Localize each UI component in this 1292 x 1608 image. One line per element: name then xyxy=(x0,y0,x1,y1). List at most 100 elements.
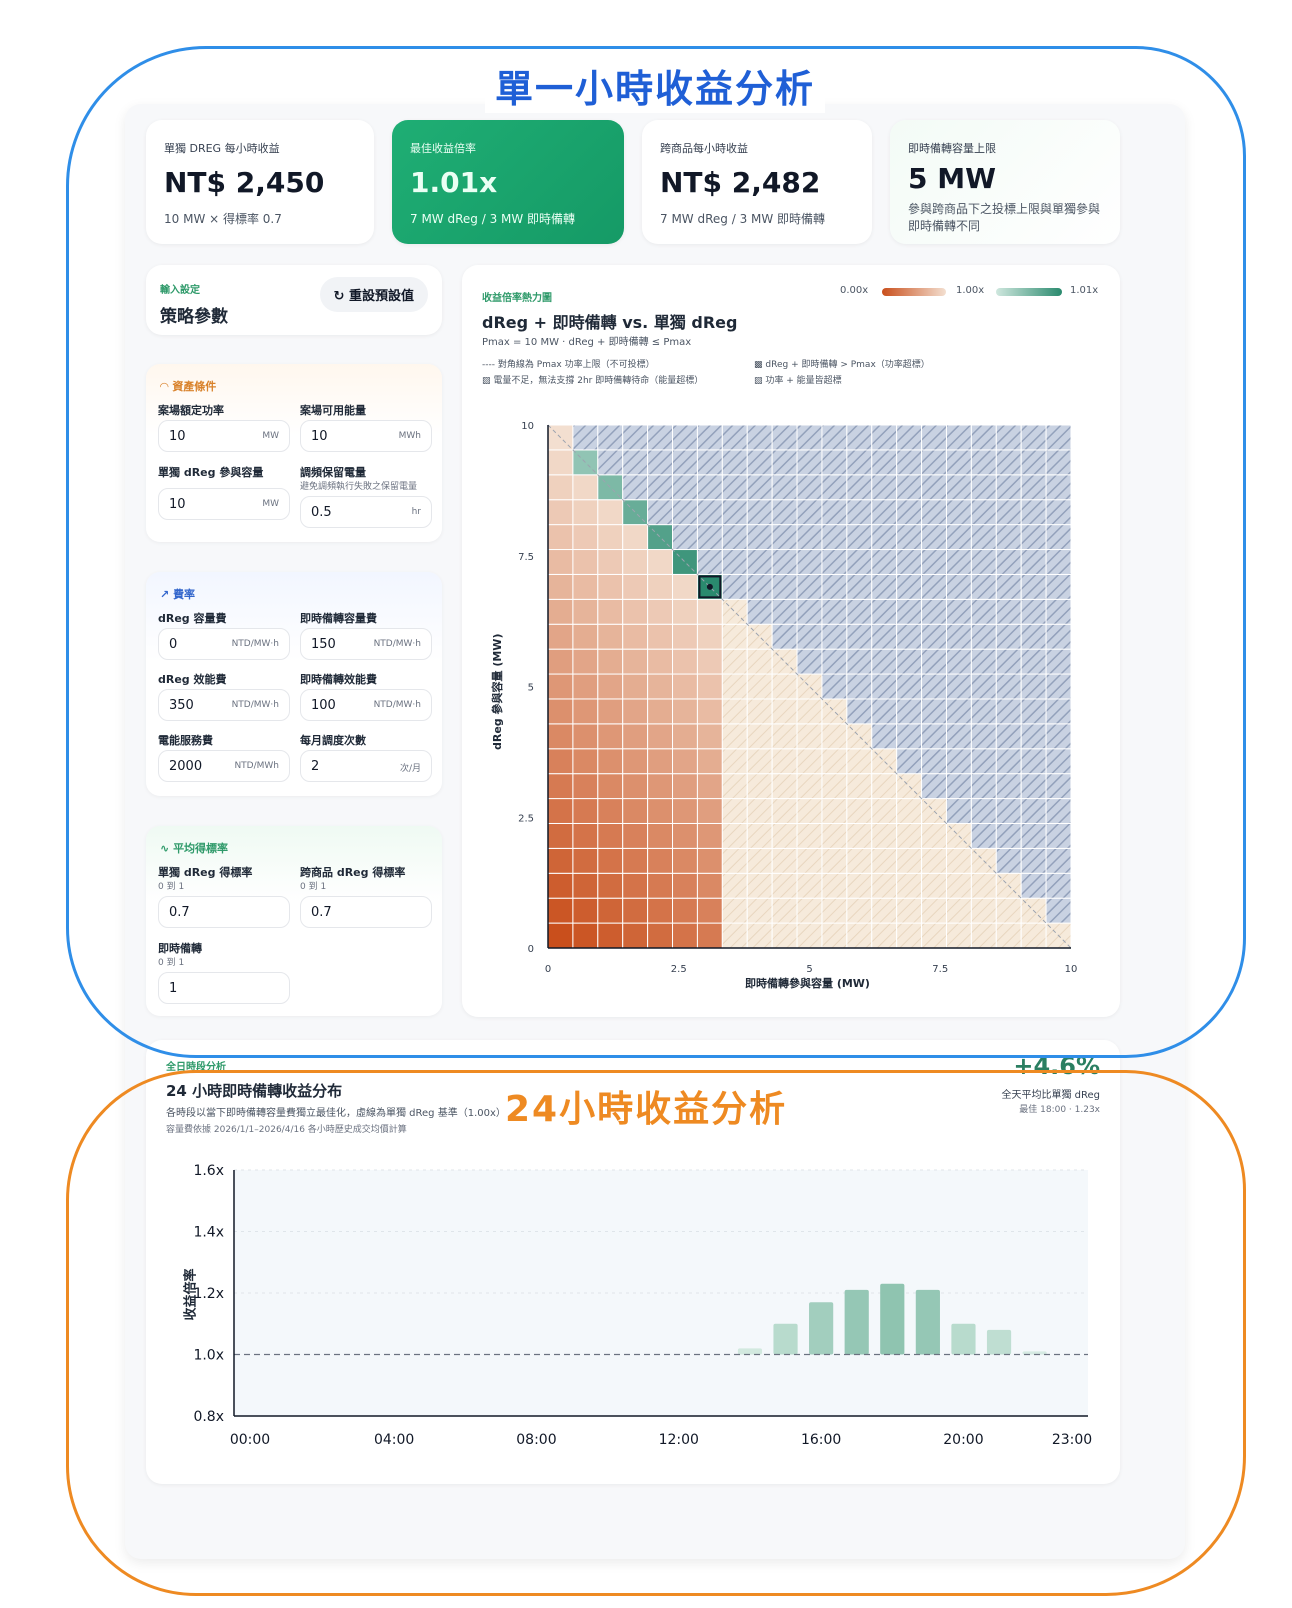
heatmap-cell xyxy=(721,748,748,775)
heatmap-cell xyxy=(1045,872,1072,899)
day-desc: 各時段以當下即時備轉容量費獨立最佳化，虛線為單獨 dReg 基準（1.00x） xyxy=(166,1108,506,1119)
heatmap-cell xyxy=(696,847,723,874)
heatmap-cell xyxy=(622,449,649,476)
heatmap-cell xyxy=(871,573,898,600)
heatmap-xtick: 5 xyxy=(806,964,812,975)
heatmap-cell xyxy=(1045,673,1072,700)
heatmap-cell xyxy=(871,798,898,824)
heatmap-cell xyxy=(622,474,649,501)
heatmap-cell xyxy=(721,474,748,501)
cross-dreg-hint: 0 到 1 xyxy=(300,882,327,892)
dreg-perf-value: 350 xyxy=(169,698,194,713)
heatmap-cell xyxy=(572,673,599,700)
kpi-sub: 10 MW × 得標率 0.7 xyxy=(164,212,282,226)
unit: hr xyxy=(411,507,421,517)
heatmap-cell xyxy=(821,623,848,650)
cross-dreg-input[interactable]: 0.7 xyxy=(300,896,432,928)
bar-xtick: 16:00 xyxy=(801,1432,841,1448)
sr-perf-label: 即時備轉效能費 xyxy=(300,673,377,686)
rated-power-input[interactable]: 10 MW xyxy=(158,420,290,452)
heatmap-cell xyxy=(721,648,748,675)
rated-power-label: 案場額定功率 xyxy=(158,404,224,417)
heatmap-cell xyxy=(721,573,748,600)
heatmap-cell xyxy=(995,773,1022,800)
optimum-marker xyxy=(698,575,722,599)
heatmap-cell xyxy=(921,499,947,526)
heatmap-cell xyxy=(672,449,698,476)
dispatch-value: 2 xyxy=(311,759,320,774)
energy-fee-label: 電能服務費 xyxy=(158,734,213,747)
unit: NTD/MW·h xyxy=(373,639,421,649)
dreg-capacity-value: 0 xyxy=(169,637,178,652)
heatmap-cell xyxy=(821,598,848,625)
solo-dreg-input[interactable]: 0.7 xyxy=(158,896,290,928)
kpi-sub: 7 MW dReg / 3 MW 即時備轉 xyxy=(660,212,826,226)
bar xyxy=(880,1283,905,1355)
heatmap-cell xyxy=(647,424,674,451)
heatmap-cell xyxy=(597,499,624,526)
energy-fee-input[interactable]: 2000 NTD/MWh xyxy=(158,750,290,782)
heatmap-cell xyxy=(871,449,898,476)
heatmap-cell xyxy=(597,773,624,800)
legend-min: 0.00x xyxy=(840,285,869,296)
reset-label: 重設預設值 xyxy=(348,289,414,304)
heatmap-cell xyxy=(696,673,723,700)
heatmap-cell xyxy=(871,773,898,800)
dispatch-input[interactable]: 2 次/月 xyxy=(300,750,432,782)
heatmap-cell xyxy=(871,598,898,625)
heatmap-cell xyxy=(921,872,947,899)
heatmap-cell xyxy=(995,822,1022,849)
heatmap-cell xyxy=(945,872,972,899)
reset-defaults-button[interactable]: ↻ 重設預設值 xyxy=(319,277,428,312)
heatmap-cell xyxy=(696,549,723,575)
sr-capacity-input[interactable]: 150 NTD/MW·h xyxy=(300,628,432,660)
heatmap-cell xyxy=(945,499,972,526)
kpi-value: 5 MW xyxy=(908,162,996,195)
heatmap-cell xyxy=(696,922,723,949)
bar xyxy=(773,1323,798,1355)
bar-ytick: 1.4x xyxy=(193,1225,224,1241)
heatmap-cell xyxy=(995,474,1022,501)
heatmap-cell xyxy=(622,648,649,675)
heatmap-cell xyxy=(672,573,698,600)
dreg-cap-value: 10 xyxy=(169,497,186,512)
dreg-cap-input[interactable]: 10 MW xyxy=(158,488,290,520)
heatmap-cell xyxy=(771,424,798,451)
heatmap-cell xyxy=(721,549,748,575)
dreg-capacity-input[interactable]: 0 NTD/MW·h xyxy=(158,628,290,660)
energy-label: 案場可用能量 xyxy=(300,404,366,417)
sr-perf-input[interactable]: 100 NTD/MW·h xyxy=(300,689,432,721)
heatmap-cell xyxy=(796,847,823,874)
heatmap-cell xyxy=(771,573,798,600)
heatmap-cell xyxy=(647,499,674,526)
trend-icon: ↗ xyxy=(160,588,170,601)
kpi-cross-revenue: 跨商品每小時收益 NT$ 2,482 7 MW dReg / 3 MW 即時備轉 xyxy=(642,120,872,244)
heatmap-cell xyxy=(970,549,997,575)
cross-dreg-label: 跨商品 dReg 得標率 xyxy=(300,866,406,879)
heatmap-cell xyxy=(945,598,972,625)
reserve-input[interactable]: 0.5 hr xyxy=(300,496,432,528)
unit: MW xyxy=(262,499,279,509)
heatmap-cell xyxy=(995,424,1022,451)
dreg-cap-label: 單獨 dReg 參與容量 xyxy=(158,466,264,479)
heatmap-cell xyxy=(821,648,848,675)
bar-xtick: 12:00 xyxy=(659,1432,699,1448)
bar-xtick: 00:00 xyxy=(230,1432,270,1448)
heatmap-cell xyxy=(696,598,723,625)
hatch-icon: ▨ xyxy=(482,376,491,386)
heatmap-cell xyxy=(1045,798,1072,824)
heatmap-cell xyxy=(846,623,873,650)
heatmap-title: dReg + 即時備轉 vs. 單獨 dReg xyxy=(482,313,738,332)
bar xyxy=(737,1348,763,1355)
heatmap-cell xyxy=(846,673,873,700)
heatmap-cell xyxy=(547,474,574,501)
note-energy: ▨ 電量不足，無法支撐 2hr 即時備轉待命（能量超標） xyxy=(482,373,703,386)
energy-input[interactable]: 10 MWh xyxy=(300,420,432,452)
dreg-perf-input[interactable]: 350 NTD/MW·h xyxy=(158,689,290,721)
heatmap-subtitle: Pmax = 10 MW · dReg + 即時備轉 ≤ Pmax xyxy=(482,337,692,348)
heatmap-cell xyxy=(746,922,773,949)
heatmap-cell xyxy=(921,648,947,675)
heatmap-cell xyxy=(696,424,723,451)
